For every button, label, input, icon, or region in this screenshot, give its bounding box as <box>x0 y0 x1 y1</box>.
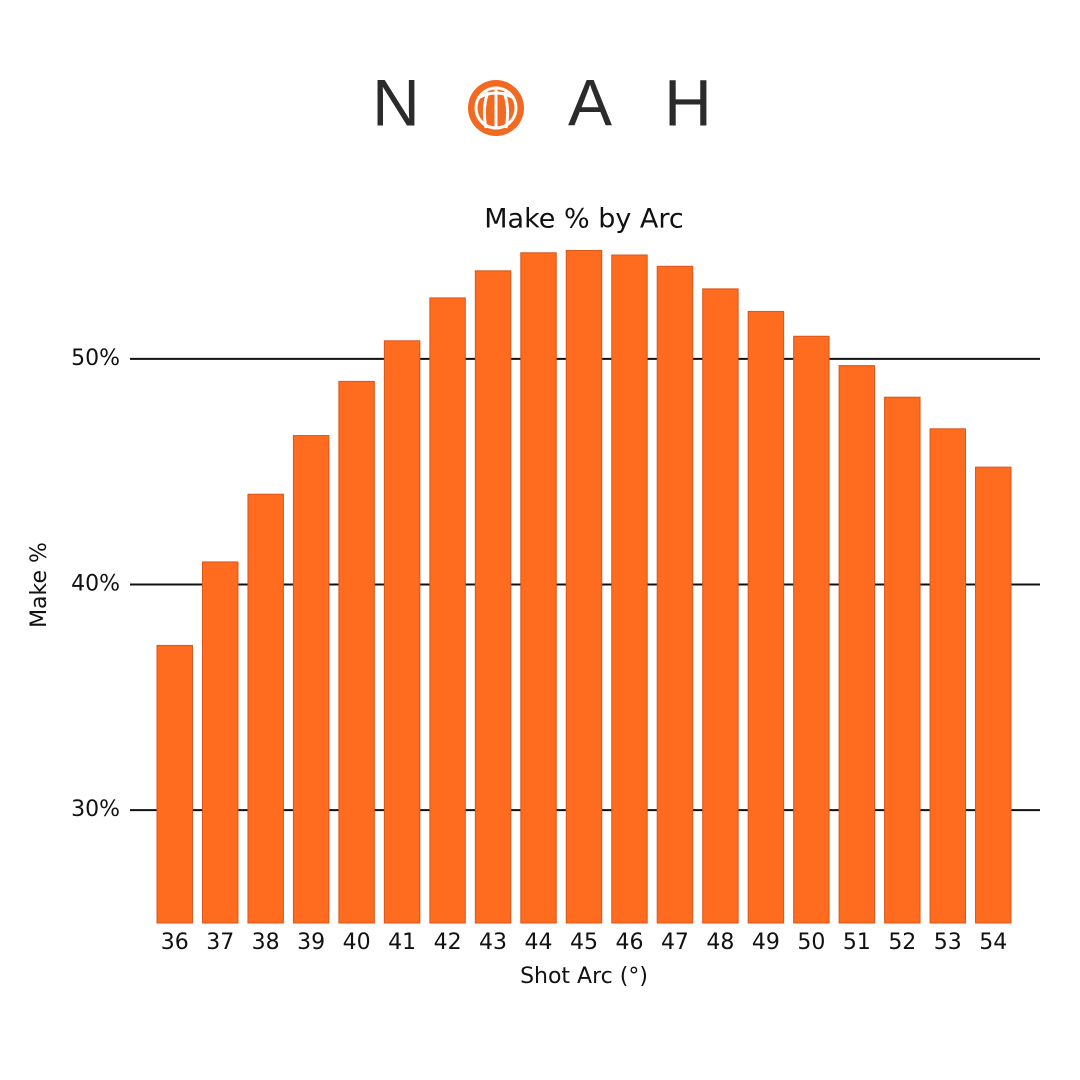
x-tick-label: 47 <box>661 930 689 955</box>
x-tick-label: 54 <box>979 930 1007 955</box>
bar <box>201 561 239 924</box>
y-axis-label: Make % <box>27 542 52 628</box>
bar <box>247 493 284 924</box>
bar <box>429 297 466 924</box>
x-tick-label: 50 <box>797 930 825 955</box>
x-tick-label: 48 <box>706 930 734 955</box>
logo-letter: H <box>664 65 712 139</box>
bar <box>383 340 421 924</box>
bar <box>656 265 694 924</box>
logo-letter: N <box>372 65 420 139</box>
x-tick-label: 41 <box>388 930 416 955</box>
logo-letter: A <box>568 65 612 139</box>
x-tick-label: 53 <box>934 930 962 955</box>
x-axis-label: Shot Arc (°) <box>520 964 648 989</box>
y-tick-label: 30% <box>71 797 120 822</box>
bar <box>565 250 603 924</box>
x-tick-label: 44 <box>525 930 553 955</box>
bar <box>929 428 967 924</box>
bar <box>747 310 785 924</box>
x-tick-label: 46 <box>615 930 643 955</box>
bar <box>884 396 921 924</box>
x-tick-label: 45 <box>570 930 598 955</box>
bar <box>156 644 193 924</box>
x-tick-label: 38 <box>252 930 280 955</box>
y-tick-label: 50% <box>71 346 120 371</box>
chart-title: Make % by Arc <box>484 204 683 235</box>
y-tick-label: 40% <box>71 572 120 597</box>
x-tick-label: 42 <box>434 930 462 955</box>
bar <box>292 435 330 924</box>
x-tick-label: 39 <box>297 930 325 955</box>
x-tick-label: 37 <box>206 930 234 955</box>
x-tick-label: 36 <box>161 930 189 955</box>
bar <box>611 254 648 924</box>
bar <box>793 335 830 924</box>
x-tick-label: 51 <box>843 930 871 955</box>
bar <box>474 270 512 924</box>
x-tick-label: 40 <box>343 930 371 955</box>
bar <box>702 288 739 924</box>
x-tick-label: 52 <box>888 930 916 955</box>
bar <box>975 466 1012 924</box>
bar <box>338 380 375 924</box>
logo-ball <box>468 80 524 136</box>
x-tick-label: 49 <box>752 930 780 955</box>
bar <box>838 365 876 924</box>
bar <box>520 252 557 924</box>
x-tick-label: 43 <box>479 930 507 955</box>
